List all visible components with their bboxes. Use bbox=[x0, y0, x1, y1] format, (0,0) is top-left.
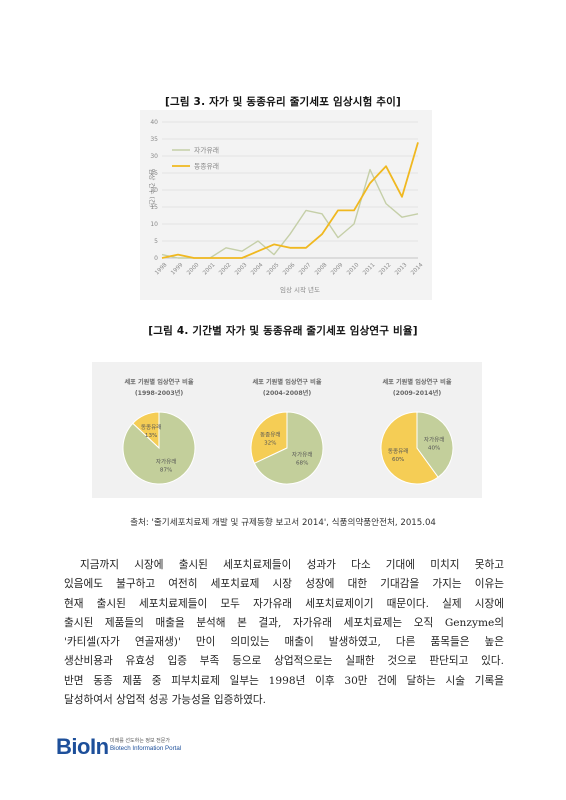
pie-chart-panel: 세포 기원별 임상연구 비율 (1998-2003년) 동종유래 13% 자가유래 87%… bbox=[92, 362, 482, 498]
y-tick-label: 30 bbox=[150, 153, 158, 160]
pie-slice-label-allogeneic: 동종유래 bbox=[260, 430, 281, 438]
logo-mark: BioIn bbox=[56, 734, 109, 760]
pie-slice-pct-allogeneic: 32% bbox=[264, 440, 276, 446]
pie-period: (2009-2014년) bbox=[393, 389, 442, 397]
body-line: 지금까지 시장에 출시된 세포치료제들이 성과가 다소 기대에 미치지 못하고 bbox=[80, 559, 504, 571]
pie-slice-label-allogeneic: 동종유래 bbox=[141, 423, 162, 431]
body-line: 현재 출시된 세포치료제들이 모두 자가유래 세포치료제이기 때문이다. 실제 … bbox=[64, 597, 504, 610]
y-tick-label: 15 bbox=[150, 204, 158, 211]
pie-slice-label-allogeneic: 동종유래 bbox=[388, 447, 409, 455]
y-tick-label: 25 bbox=[150, 170, 158, 177]
x-axis-label: 임상 시작 년도 bbox=[280, 285, 320, 294]
y-tick-label: 35 bbox=[150, 136, 158, 143]
pie-slice-label-autologous: 자가유래 bbox=[424, 435, 445, 443]
legend-label: 자가유래 bbox=[194, 145, 219, 154]
pie-slice-autologous bbox=[253, 411, 324, 485]
y-tick-label: 5 bbox=[154, 238, 158, 245]
pie-slice-label-autologous: 자가유래 bbox=[156, 458, 177, 466]
y-tick-label: 0 bbox=[154, 255, 158, 262]
pie-chart-1: 세포 기원별 임상연구 비율 (1998-2003년) 동종유래 13% 자가유래 87% bbox=[96, 362, 222, 498]
y-tick-label: 10 bbox=[150, 221, 158, 228]
legend-label: 동종유래 bbox=[194, 161, 219, 170]
y-tick-label: 20 bbox=[150, 187, 158, 194]
pie-period: (1998-2003년) bbox=[135, 389, 184, 397]
pie-title: 세포 기원별 임상연구 비율 bbox=[382, 378, 451, 386]
logo-subtitle: Biotech Information Portal bbox=[110, 745, 182, 752]
pie-slice-pct-allogeneic: 60% bbox=[392, 457, 404, 463]
body-line: 반면 동종 제품 중 피부치료제 일부는 1998년 이후 30만 건에 달하는… bbox=[64, 674, 504, 687]
body-line: 달성하여서 상업적 성공 가능성을 입증하였다. bbox=[64, 694, 267, 707]
pie-slice-pct-autologous: 68% bbox=[296, 461, 308, 467]
bioin-logo: BioIn 미래를 선도하는 정보 전문가 Biotech Informatio… bbox=[56, 734, 216, 762]
pie-title: 세포 기원별 임상연구 비율 bbox=[124, 378, 193, 386]
logo-mark-in: In bbox=[89, 734, 109, 759]
y-axis-label: 임상 건수 (건) bbox=[148, 168, 157, 207]
body-line: 출시된 제품들의 매출을 분석해 본 결과, 자가유래 세포치료제는 오직 Ge… bbox=[64, 616, 504, 629]
body-line: 있음에도 불구하고 여전히 세포치료제 시장 성장에 대한 기대감을 가지는 이… bbox=[64, 578, 504, 591]
pie-slice-autologous bbox=[416, 411, 454, 478]
body-line: 생산비용과 유효성 입증 부족 등으로 상업적으로는 실패한 것으로 판단되고 … bbox=[64, 655, 504, 668]
body-line: '카티셀(자가 연골재생)' 만이 의미있는 매출이 발생하였고, 다른 품목들… bbox=[64, 636, 504, 649]
series-line-allogeneic bbox=[161, 142, 419, 259]
pie-chart-3: 세포 기원별 임상연구 비율 (2009-2014년) 동종유래 60% 자가유래 40% bbox=[354, 362, 480, 498]
y-tick-label: 40 bbox=[150, 119, 158, 126]
pie-slice-label-autologous: 자가유래 bbox=[292, 451, 313, 459]
pie-title: 세포 기원별 임상연구 비율 bbox=[252, 378, 321, 386]
logo-tagline: 미래를 선도하는 정보 전문가 bbox=[110, 738, 170, 744]
pie-slice-allogeneic bbox=[380, 411, 439, 485]
pie-chart-2: 세포 기원별 임상연구 비율 (2004-2008년) 동종유래 32% 자가유래 68% bbox=[224, 362, 350, 498]
pie-slice-allogeneic bbox=[250, 411, 288, 464]
logo-mark-bio: Bio bbox=[56, 734, 90, 759]
pie-period: (2004-2008년) bbox=[263, 389, 312, 397]
pie-slice-pct-autologous: 40% bbox=[428, 445, 440, 451]
figure4-caption: [그림 4. 기간별 자가 및 동종유래 줄기세포 임상연구 비율] bbox=[148, 325, 418, 337]
figure3-caption: [그림 3. 자가 및 동종유리 줄기세포 임상시험 추이] bbox=[164, 96, 402, 108]
pie-slice-pct-allogeneic: 13% bbox=[145, 433, 157, 439]
pie-slice-pct-autologous: 87% bbox=[160, 468, 172, 474]
source-citation: 출처: '줄기세포치료제 개발 및 규제동향 보고서 2014', 식품의약품안… bbox=[130, 518, 436, 528]
pie-slice-autologous bbox=[122, 411, 196, 485]
